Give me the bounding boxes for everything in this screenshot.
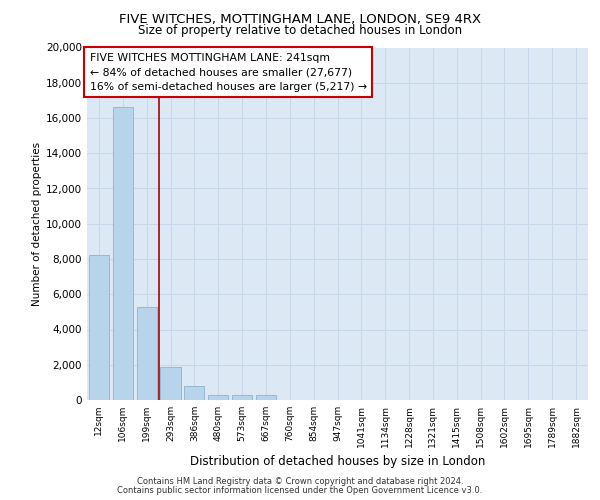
X-axis label: Distribution of detached houses by size in London: Distribution of detached houses by size …	[190, 456, 485, 468]
Text: FIVE WITCHES MOTTINGHAM LANE: 241sqm
← 84% of detached houses are smaller (27,67: FIVE WITCHES MOTTINGHAM LANE: 241sqm ← 8…	[89, 53, 367, 92]
Bar	[113, 108, 133, 400]
Bar	[256, 394, 276, 400]
Bar	[89, 256, 109, 400]
Bar	[232, 395, 252, 400]
Bar	[208, 394, 229, 400]
Bar	[160, 368, 181, 400]
Bar	[184, 386, 205, 400]
Text: Contains public sector information licensed under the Open Government Licence v3: Contains public sector information licen…	[118, 486, 482, 495]
Text: Contains HM Land Registry data © Crown copyright and database right 2024.: Contains HM Land Registry data © Crown c…	[137, 477, 463, 486]
Y-axis label: Number of detached properties: Number of detached properties	[32, 142, 42, 306]
Text: Size of property relative to detached houses in London: Size of property relative to detached ho…	[138, 24, 462, 37]
Bar	[137, 306, 157, 400]
Text: FIVE WITCHES, MOTTINGHAM LANE, LONDON, SE9 4RX: FIVE WITCHES, MOTTINGHAM LANE, LONDON, S…	[119, 12, 481, 26]
